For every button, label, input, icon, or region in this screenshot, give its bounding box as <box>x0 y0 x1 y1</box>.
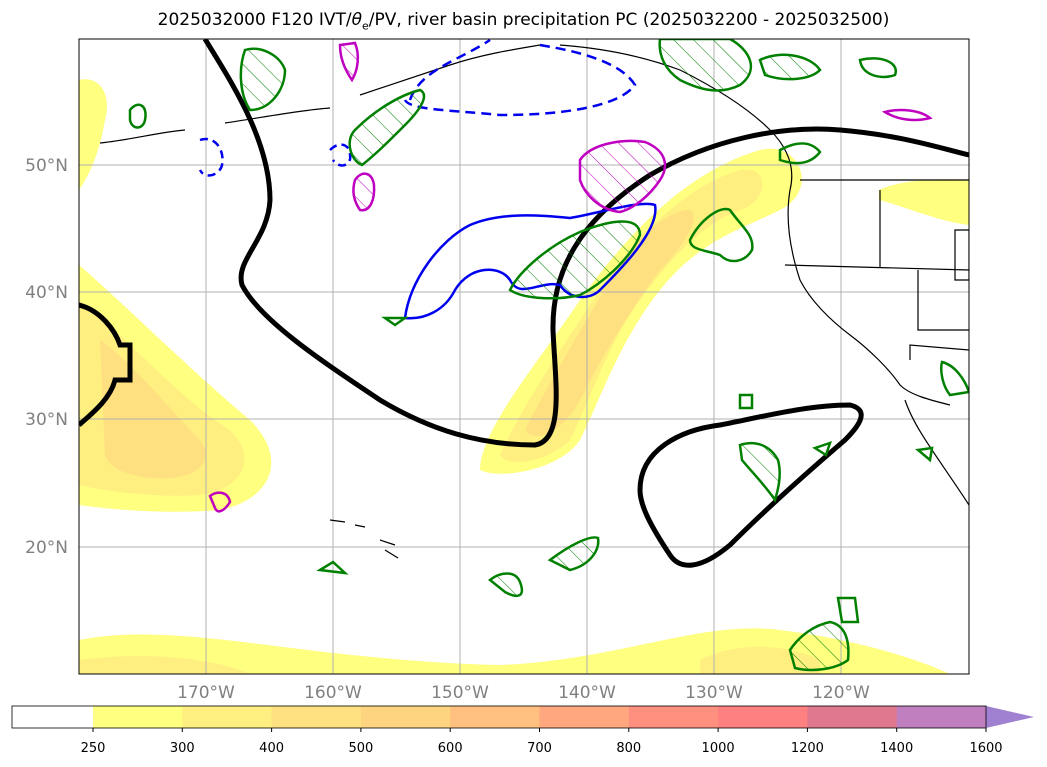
colorbar-segment <box>182 706 273 728</box>
lon-label-150w: 150°W <box>431 683 489 703</box>
colorbar-tick-label: 700 <box>527 741 552 756</box>
colorbar-tick-label: 800 <box>616 741 641 756</box>
ivt-shading <box>79 79 969 674</box>
colorbar-segment <box>539 706 630 728</box>
theta-e-contours <box>79 39 969 568</box>
colorbar-segment <box>807 706 898 728</box>
lat-label-50: 50°N <box>25 156 68 176</box>
graticule <box>79 39 969 674</box>
lat-label-40: 40°N <box>25 283 68 303</box>
colorbar-segment <box>271 706 362 728</box>
coastlines <box>99 44 969 559</box>
colorbar-tick-label: 1000 <box>702 741 735 756</box>
colorbar-tick-label: 600 <box>438 741 463 756</box>
colorbar-tick-label: 500 <box>348 741 373 756</box>
plot-frame <box>78 38 970 675</box>
colorbar-frame <box>11 705 987 729</box>
colorbar-tick-label: 1200 <box>791 741 824 756</box>
colorbar-under-segment <box>12 706 93 728</box>
lon-label-160w: 160°W <box>304 683 362 703</box>
lat-labels: 50°N 40°N 30°N 20°N <box>25 156 68 558</box>
colorbar-tick-label: 300 <box>170 741 195 756</box>
colorbar-tick-label: 1600 <box>969 741 1002 756</box>
colorbar-segment <box>718 706 808 728</box>
lat-label-30: 30°N <box>25 410 68 430</box>
colorbar-segment <box>93 706 183 728</box>
colorbar: 250 300 400 500 600 700 800 1000 1200 1400 1600 <box>11 705 1034 756</box>
colorbar-segment <box>896 706 987 728</box>
colorbar-tick-label: 250 <box>81 741 106 756</box>
colorbar-segment <box>450 706 540 728</box>
colorbar-tick-label: 1400 <box>880 741 913 756</box>
colorbar-segment <box>628 706 719 728</box>
lon-label-140w: 140°W <box>558 683 616 703</box>
colorbar-extend-arrow <box>986 706 1034 728</box>
lat-label-20: 20°N <box>25 538 68 558</box>
lon-label-170w: 170°W <box>177 683 235 703</box>
lon-label-130w: 130°W <box>685 683 743 703</box>
precip-contours <box>128 39 969 672</box>
lon-labels: 170°W 160°W 150°W 140°W 130°W 120°W <box>177 683 870 703</box>
colorbar-segment <box>360 706 451 728</box>
colorbar-tick-label: 400 <box>259 741 284 756</box>
lon-label-120w: 120°W <box>812 683 870 703</box>
map-title: 2025032000 F120 IVT/θe/PV, river basin p… <box>157 10 890 33</box>
